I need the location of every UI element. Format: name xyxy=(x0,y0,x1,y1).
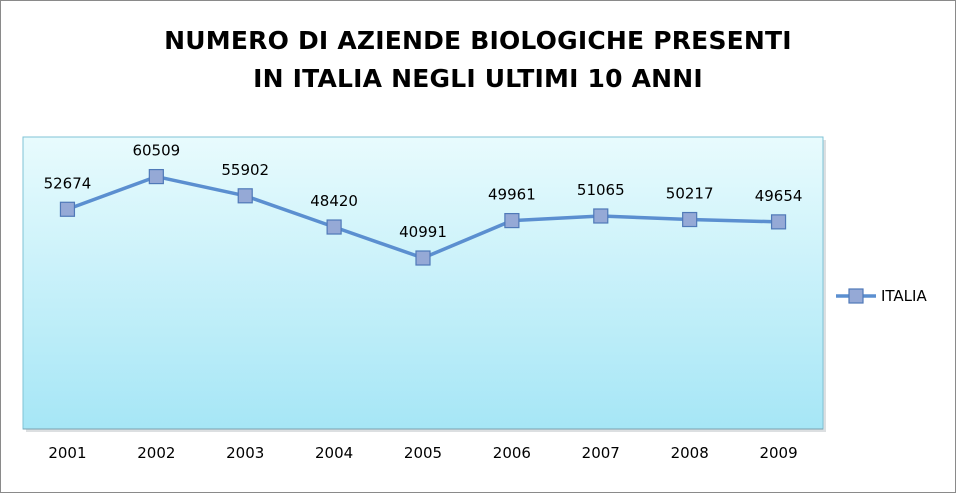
x-tick-label-2001: 2001 xyxy=(48,444,86,462)
data-point-2001 xyxy=(59,201,76,217)
x-tick-label-2005: 2005 xyxy=(404,444,442,462)
data-point-2007 xyxy=(593,208,609,224)
data-label-2009: 49654 xyxy=(755,187,803,205)
data-label-2008: 50217 xyxy=(666,185,714,203)
data-point-2009 xyxy=(770,214,787,230)
data-point-2005 xyxy=(415,250,431,266)
data-label-2004: 48420 xyxy=(310,192,358,210)
x-tick-label-2006: 2006 xyxy=(493,444,531,462)
legend-marker-italia xyxy=(848,288,864,304)
legend-label-italia: ITALIA xyxy=(881,287,927,305)
legend: ITALIA xyxy=(836,287,927,305)
x-tick-label-2009: 2009 xyxy=(759,444,797,462)
data-label-2003: 55902 xyxy=(221,161,269,179)
x-tick-label-2004: 2004 xyxy=(315,444,353,462)
data-label-2007: 51065 xyxy=(577,181,625,199)
plot-area xyxy=(22,136,824,430)
x-tick-label-2008: 2008 xyxy=(671,444,709,462)
data-point-2003 xyxy=(237,188,253,204)
data-point-2002 xyxy=(148,168,164,185)
x-tick-label-2003: 2003 xyxy=(226,444,264,462)
data-label-2001: 52674 xyxy=(44,174,92,192)
x-tick-label-2007: 2007 xyxy=(582,444,620,462)
data-point-2006 xyxy=(504,212,520,229)
chart-title-line-2: IN ITALIA NEGLI ULTIMI 10 ANNI xyxy=(253,64,703,93)
chart-title: NUMERO DI AZIENDE BIOLOGICHE PRESENTI IN… xyxy=(0,22,956,98)
data-label-2006: 49961 xyxy=(488,186,536,204)
chart-title-line-1: NUMERO DI AZIENDE BIOLOGICHE PRESENTI xyxy=(164,26,792,55)
x-tick-label-2002: 2002 xyxy=(137,444,175,462)
data-point-2004 xyxy=(326,219,342,235)
data-label-2002: 60509 xyxy=(132,142,180,160)
data-point-2008 xyxy=(682,211,698,228)
data-label-2005: 40991 xyxy=(399,223,447,241)
